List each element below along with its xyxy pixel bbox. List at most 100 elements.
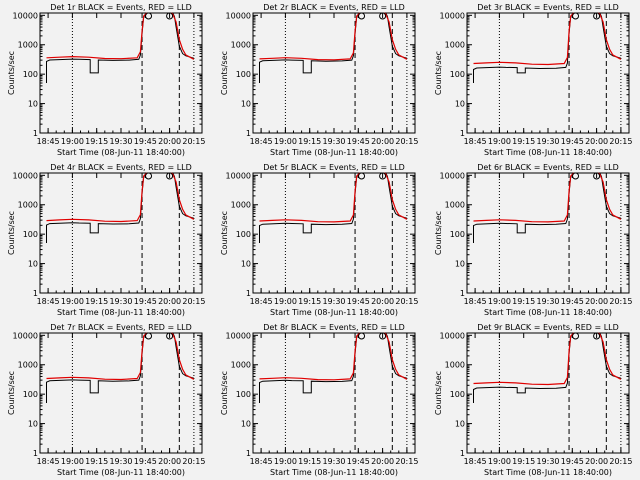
x-tick-label: 19:00 (274, 297, 297, 306)
y-tick-label: 1000 (445, 41, 465, 50)
x-tick-label: 19:45 (561, 137, 584, 146)
x-tick-label: 19:15 (512, 137, 535, 146)
y-tick-label: 1000 (231, 201, 251, 210)
saturation-marker (593, 332, 601, 340)
x-tick-label: 19:45 (134, 297, 157, 306)
y-axis-label: Counts/sec (7, 371, 16, 415)
events-series-line (259, 12, 361, 83)
lld-series-line (259, 12, 361, 61)
events-series-line (259, 332, 361, 403)
chart-title: Det 9r BLACK = Events, RED = LLD (477, 323, 619, 332)
x-tick-label: 19:45 (134, 457, 157, 466)
y-tick-label: 10 (241, 420, 251, 429)
x-axis-label: Start Time (08-Jun-11 18:40:00) (57, 148, 185, 157)
chart-panel: Det 4r BLACK = Events, RED = LLD 1 10 100 10… (7, 163, 205, 317)
saturation-marker (166, 12, 174, 20)
x-tick-label: 19:30 (322, 297, 345, 306)
x-tick-label: 19:45 (561, 457, 584, 466)
saturation-marker (593, 12, 601, 20)
x-tick-label: 19:30 (536, 137, 559, 146)
x-tick-label: 20:00 (158, 137, 181, 146)
lld-series-line (473, 172, 575, 223)
y-tick-label: 10 (241, 100, 251, 109)
saturation-marker (145, 332, 153, 340)
events-series-line (473, 172, 575, 243)
x-tick-label: 18:45 (464, 137, 487, 146)
y-tick-label: 10 (28, 100, 38, 109)
chart-panel: Det 3r BLACK = Events, RED = LLD 1 10 100 10… (434, 3, 632, 157)
x-tick-label: 19:00 (61, 297, 84, 306)
y-tick-label: 10000 (440, 171, 465, 180)
y-tick-label: 1000 (18, 361, 38, 370)
y-tick-label: 10 (241, 260, 251, 269)
y-tick-label: 100 (450, 70, 465, 79)
lld-series-line (46, 172, 148, 223)
x-tick-label: 19:00 (61, 457, 84, 466)
y-tick-label: 10000 (440, 331, 465, 340)
y-tick-label: 100 (236, 390, 251, 399)
x-tick-label: 19:30 (109, 137, 132, 146)
y-tick-label: 10000 (226, 11, 251, 20)
chart-panel: Det 7r BLACK = Events, RED = LLD 1 10 100 10… (7, 323, 205, 477)
saturation-marker (166, 332, 174, 340)
x-tick-label: 19:15 (298, 137, 321, 146)
lld-series-line (170, 172, 195, 220)
x-tick-label: 20:15 (609, 297, 632, 306)
x-tick-label: 18:45 (37, 457, 60, 466)
y-tick-label: 1000 (445, 361, 465, 370)
y-tick-label: 1000 (445, 201, 465, 210)
x-tick-label: 19:30 (536, 297, 559, 306)
y-axis-label: Counts/sec (434, 211, 443, 255)
y-tick-label: 1 (33, 289, 38, 298)
y-tick-label: 1 (246, 449, 251, 458)
y-tick-label: 10 (455, 100, 465, 109)
lld-series-line (46, 332, 148, 381)
x-tick-label: 20:15 (182, 297, 205, 306)
chart-title: Det 1r BLACK = Events, RED = LLD (50, 3, 192, 12)
x-tick-label: 18:45 (37, 297, 60, 306)
x-tick-label: 19:00 (274, 137, 297, 146)
y-tick-label: 100 (23, 230, 38, 239)
x-tick-label: 20:00 (371, 297, 394, 306)
saturation-marker (572, 172, 580, 180)
x-axis-label: Start Time (08-Jun-11 18:40:00) (270, 148, 398, 157)
saturation-marker (166, 172, 174, 180)
x-tick-label: 20:15 (609, 457, 632, 466)
y-tick-label: 1000 (231, 361, 251, 370)
saturation-marker (145, 172, 153, 180)
y-axis-label: Counts/sec (220, 51, 229, 95)
y-tick-label: 1 (33, 449, 38, 458)
x-tick-label: 19:15 (85, 137, 108, 146)
y-axis-label: Counts/sec (220, 211, 229, 255)
x-tick-label: 20:15 (609, 137, 632, 146)
x-tick-label: 19:30 (322, 137, 345, 146)
x-tick-label: 20:00 (585, 297, 608, 306)
y-tick-label: 10000 (440, 11, 465, 20)
lld-series-line (383, 332, 408, 380)
x-axis-label: Start Time (08-Jun-11 18:40:00) (484, 468, 612, 477)
x-tick-label: 20:00 (371, 457, 394, 466)
lld-series-line (473, 12, 575, 66)
x-tick-label: 20:15 (182, 137, 205, 146)
y-tick-label: 100 (23, 390, 38, 399)
x-tick-label: 19:00 (61, 137, 84, 146)
saturation-marker (358, 332, 366, 340)
saturation-marker (358, 172, 366, 180)
lld-series-line (597, 332, 622, 380)
x-tick-label: 19:45 (347, 457, 370, 466)
y-tick-label: 10000 (13, 331, 38, 340)
lld-series-line (170, 332, 195, 380)
chart-panel: Det 1r BLACK = Events, RED = LLD 1 10 100 10… (7, 3, 205, 157)
saturation-marker (572, 12, 580, 20)
x-tick-label: 18:45 (464, 457, 487, 466)
lld-series-line (597, 12, 622, 60)
y-tick-label: 10 (455, 420, 465, 429)
x-tick-label: 19:30 (322, 457, 345, 466)
events-series-line (46, 172, 148, 243)
events-series-line (473, 332, 575, 403)
x-tick-label: 18:45 (250, 137, 273, 146)
x-tick-label: 20:15 (395, 137, 418, 146)
lld-series-line (259, 332, 361, 381)
y-tick-label: 100 (450, 230, 465, 239)
y-axis-label: Counts/sec (434, 51, 443, 95)
